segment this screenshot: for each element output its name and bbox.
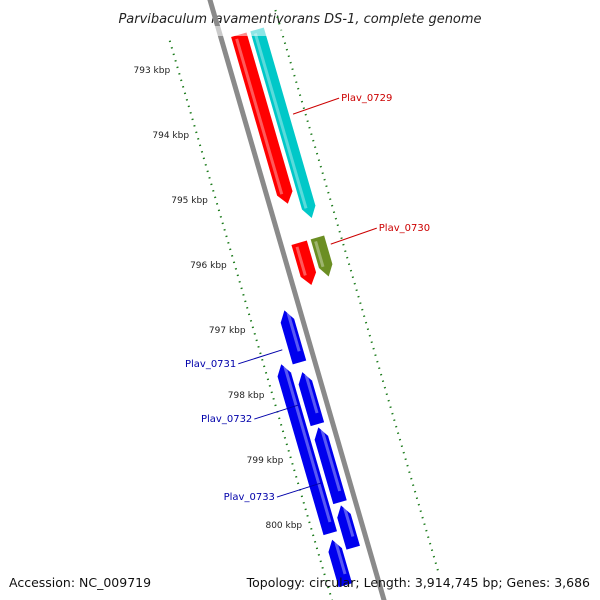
ruler-tick-label: 795 kbp: [171, 196, 208, 206]
gene-feature[interactable]: [291, 240, 317, 285]
gene-feature[interactable]: [250, 27, 316, 218]
gene-label-leader: [330, 227, 377, 245]
gene-labels: Plav_0729 Plav_0730 Plav_0731 Plav_0732 Plav…: [185, 93, 430, 503]
gene-label[interactable]: Plav_0732: [201, 414, 252, 425]
ruler-tick-label: 793 kbp: [134, 66, 171, 76]
gene-feature[interactable]: [310, 235, 333, 277]
gene-feature[interactable]: [280, 310, 307, 365]
backbone-line: [207, 0, 387, 600]
gene-label[interactable]: Plav_0731: [185, 359, 236, 370]
ruler-tick-label: 799 kbp: [247, 456, 284, 466]
gene-label-leader: [276, 482, 322, 498]
gene-feature-highlight: [320, 429, 342, 492]
gene-label-leader: [254, 404, 299, 420]
gene-feature-highlight: [314, 241, 325, 268]
gene-feature-highlight: [343, 507, 355, 537]
ruler-tick-label: 800 kbp: [265, 521, 302, 531]
gene-feature-highlight: [283, 366, 332, 523]
gene-feature-highlight: [235, 38, 284, 195]
gene-label-leader: [292, 97, 340, 115]
backbone: [207, 0, 387, 600]
gene-label[interactable]: Plav_0730: [379, 223, 430, 234]
gene-label[interactable]: Plav_0733: [224, 492, 275, 503]
gene-feature-highlight: [295, 246, 307, 276]
genome-summary-text: Topology: circular; Length: 3,914,745 bp…: [246, 575, 590, 590]
accession-text: Accession: NC_009719: [9, 575, 152, 590]
ruler-tick-label: 794 kbp: [152, 131, 189, 141]
ruler-tick-label: 798 kbp: [228, 391, 265, 401]
ruler: 793 kbp 794 kbp 795 kbp 796 kbp 797 kbp 798 k…: [134, 9, 439, 600]
map-title: Parvibaculum lavamentivorans DS-1, compl…: [118, 12, 481, 27]
gene-feature-highlight: [253, 33, 308, 209]
gene-feature[interactable]: [298, 372, 325, 427]
gene-feature-highlight: [286, 312, 301, 352]
gene-label-leader: [238, 349, 283, 365]
ruler-tick-label: 797 kbp: [209, 326, 246, 336]
gene-feature[interactable]: [337, 505, 360, 550]
feature-tracks: [0, 26, 600, 588]
gene-feature[interactable]: [328, 539, 353, 588]
gene-label[interactable]: Plav_0729: [341, 93, 392, 104]
gene-feature-highlight: [304, 374, 319, 414]
gene-feature-highlight: [334, 541, 347, 575]
gene-feature[interactable]: [314, 427, 347, 505]
top-fade: [0, 26, 600, 36]
ruler-tick-label: 796 kbp: [190, 261, 227, 271]
gene-feature[interactable]: [231, 32, 293, 204]
